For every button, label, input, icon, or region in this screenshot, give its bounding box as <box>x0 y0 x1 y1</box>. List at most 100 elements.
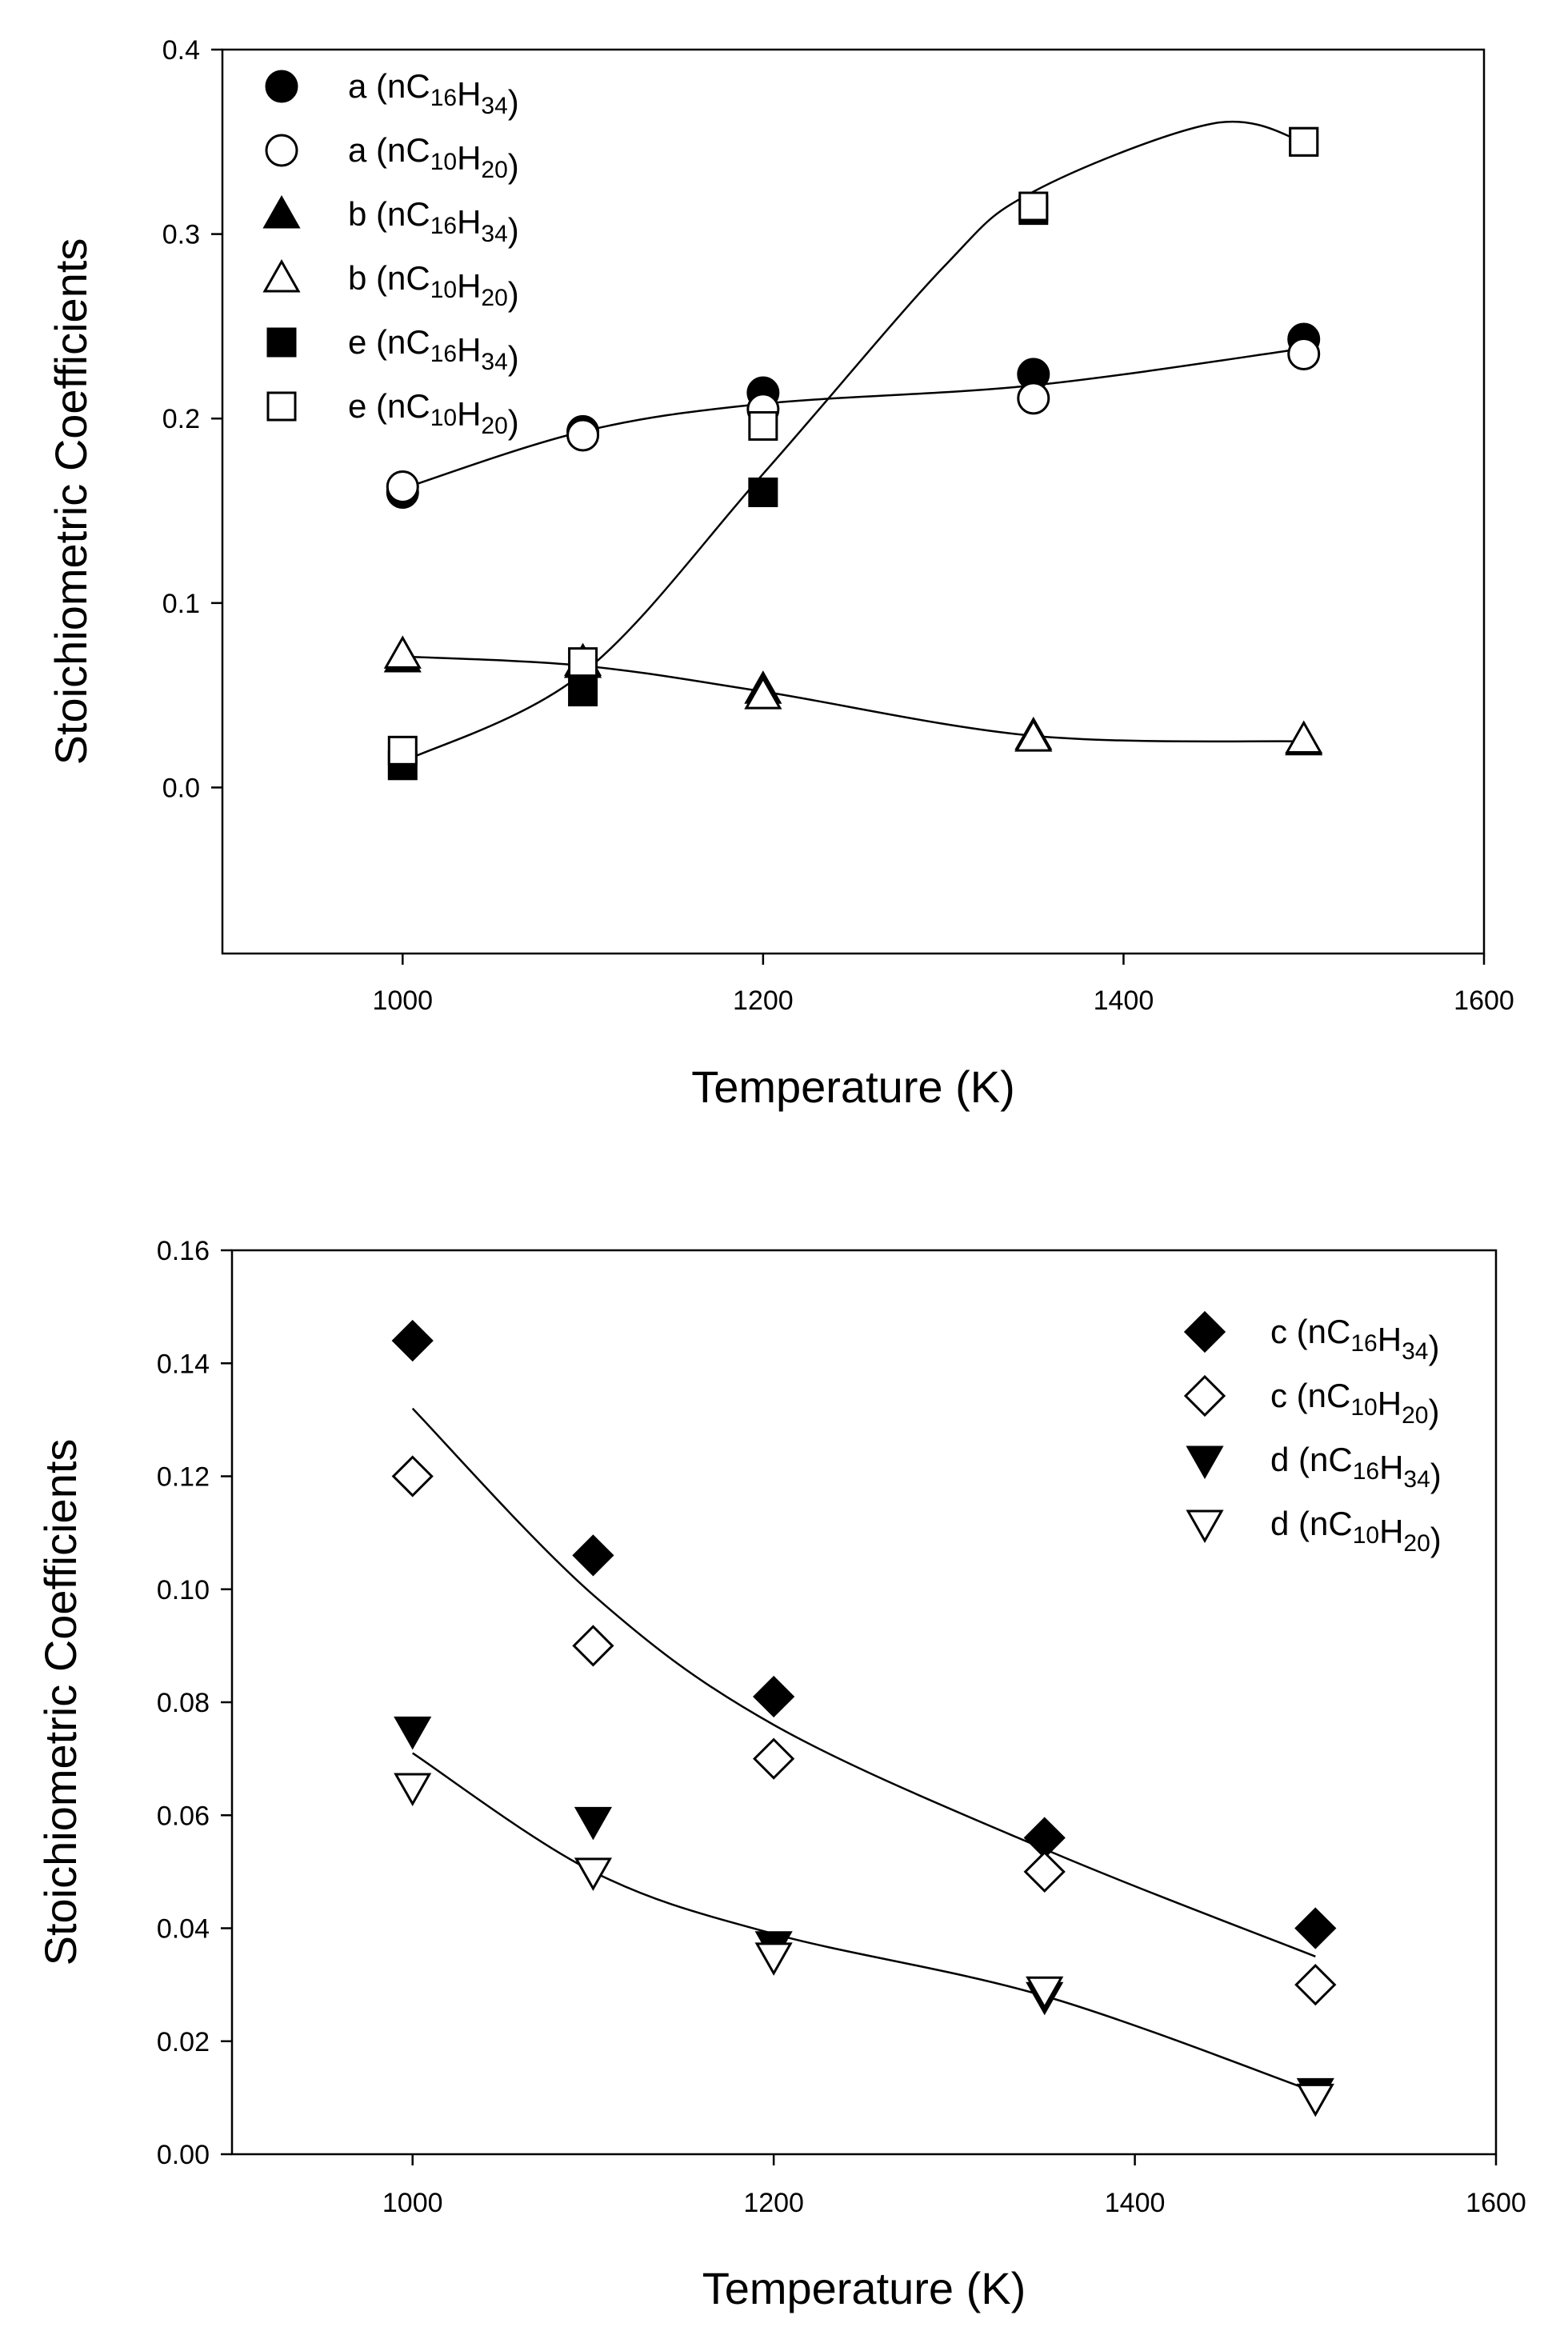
legend-marker <box>265 70 298 103</box>
y-tick-label: 0.16 <box>157 1236 210 1266</box>
y-tick-label: 0.08 <box>157 1688 210 1718</box>
y-tick-label: 0.2 <box>162 404 200 434</box>
fit-curve <box>402 655 1304 743</box>
data-point <box>386 470 419 504</box>
legend-label: a (nC10H20) <box>348 131 519 185</box>
data-point <box>1289 126 1319 157</box>
chart-bottom: 0.00 0.02 0.04 0.06 0.08 0.10 0.12 0.14 0.16 1000… <box>35 1236 1526 2313</box>
data-point <box>1014 718 1053 752</box>
y-tick-label: 0.10 <box>157 1575 210 1605</box>
legend-label: e (nC10H20) <box>348 387 519 441</box>
data-point <box>753 1737 795 1780</box>
data-point <box>574 1857 613 1891</box>
x-tick-label: 1200 <box>743 2188 804 2218</box>
data-point <box>1294 1964 1337 2006</box>
data-point <box>572 1625 614 1667</box>
data-point <box>387 735 418 766</box>
chart-top: 0.0 0.1 0.2 0.3 0.4 1000 1200 1400 1600 Temperatu… <box>46 35 1514 1112</box>
data-point <box>572 1534 614 1577</box>
legend-label: c (nC16H34) <box>1270 1313 1439 1366</box>
data-point <box>1287 338 1321 371</box>
legend-entry: b (nC10H20) <box>262 258 519 313</box>
legend-entry: a (nC16H34) <box>265 67 519 121</box>
y-tick-label: 0.02 <box>157 2027 210 2057</box>
data-point <box>383 635 422 669</box>
data-point <box>566 418 600 452</box>
legend-label: d (nC10H20) <box>1270 1505 1442 1558</box>
series-e-16H34 <box>387 126 1319 781</box>
x-axis-label: Temperature (K) <box>702 2263 1026 2313</box>
data-point <box>1294 1907 1337 1949</box>
x-tick-label: 1400 <box>1094 986 1154 1016</box>
series-d-10H20 <box>394 1773 1334 2117</box>
y-tick-label: 0.04 <box>157 1914 210 1945</box>
y-tick-label: 0.0 <box>162 773 200 803</box>
data-point <box>744 676 782 710</box>
legend-marker <box>1183 1374 1226 1417</box>
x-tick-label: 1600 <box>1454 986 1514 1016</box>
y-tick-label: 0.3 <box>162 220 200 250</box>
legend-marker <box>266 327 297 358</box>
x-tick-label: 1000 <box>382 2188 443 2218</box>
series-a-16H34 <box>386 322 1321 509</box>
series-e-10H20 <box>387 126 1319 766</box>
series-c-10H20 <box>391 1455 1337 2006</box>
data-point <box>754 1942 793 1976</box>
legend-entry: e (nC16H34) <box>266 323 519 377</box>
y-tick-label: 0.4 <box>162 35 200 66</box>
data-point <box>753 1675 795 1718</box>
data-point <box>1018 191 1049 222</box>
legend-entry: c (nC16H34) <box>1183 1310 1439 1366</box>
x-tick-label: 1000 <box>372 986 433 1016</box>
data-point <box>1285 720 1323 754</box>
legend-marker <box>1183 1310 1226 1353</box>
legend-label: b (nC10H20) <box>348 259 519 313</box>
legend-marker <box>265 134 298 167</box>
legend-entry: e (nC10H20) <box>266 387 519 441</box>
legend-marker <box>262 258 301 293</box>
plot-frame <box>221 48 1486 955</box>
x-tick-label: 1400 <box>1105 2188 1166 2218</box>
y-axis-label: Stoichiometric Coefficients <box>46 238 96 766</box>
x-axis-label: Temperature (K) <box>691 1062 1015 1112</box>
y-tick-label: 0.00 <box>157 2140 210 2170</box>
legend-label: a (nC16H34) <box>348 67 519 121</box>
data-point <box>1023 1850 1066 1893</box>
legend-marker <box>262 194 301 229</box>
data-point <box>394 1773 432 1806</box>
data-point <box>1026 1976 1064 2010</box>
y-tick-label: 0.06 <box>157 1801 210 1831</box>
data-point <box>1296 2083 1334 2117</box>
data-point <box>394 1716 432 1750</box>
data-point <box>391 1319 434 1362</box>
legend-label: d (nC16H34) <box>1270 1441 1442 1494</box>
legend-entry: b (nC16H34) <box>262 194 519 249</box>
legend-marker <box>1186 1445 1224 1480</box>
legend-label: c (nC10H20) <box>1270 1377 1439 1430</box>
series-b-16H34 <box>383 638 1323 756</box>
data-point <box>574 1806 613 1841</box>
x-tick-label: 1200 <box>733 986 794 1016</box>
x-tick-label: 1600 <box>1466 2188 1526 2218</box>
fit-curve <box>412 1752 1316 2093</box>
legend-marker <box>266 391 297 422</box>
legend-marker <box>1186 1509 1224 1544</box>
data-point <box>748 410 778 441</box>
legend-entry: d (nC16H34) <box>1186 1441 1442 1494</box>
y-axis-label: Stoichiometric Coefficients <box>35 1439 86 1966</box>
series-b-10H20 <box>383 635 1323 754</box>
series-a-10H20 <box>386 338 1321 504</box>
legend-label: b (nC16H34) <box>348 195 519 249</box>
legend-entry: c (nC10H20) <box>1183 1374 1439 1430</box>
legend-label: e (nC16H34) <box>348 323 519 377</box>
legend-entry: d (nC10H20) <box>1186 1505 1442 1558</box>
series-c-16H34 <box>391 1319 1337 1949</box>
y-tick-label: 0.12 <box>157 1462 210 1493</box>
data-point <box>568 647 598 678</box>
y-tick-label: 0.14 <box>157 1349 210 1379</box>
data-point <box>1017 382 1050 415</box>
data-point <box>748 477 778 507</box>
fit-curve <box>402 347 1304 490</box>
data-point <box>568 677 598 707</box>
